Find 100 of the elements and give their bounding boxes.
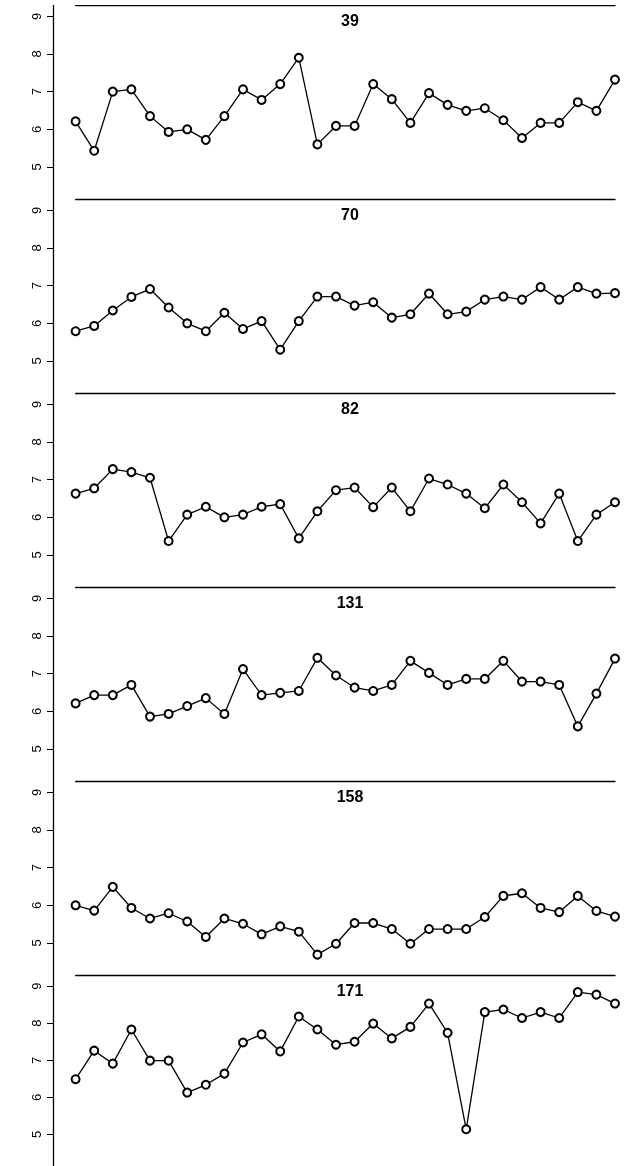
point <box>275 921 286 932</box>
point <box>89 483 100 494</box>
point <box>163 908 174 919</box>
y-tick-label: 8 <box>29 438 44 446</box>
point <box>424 998 434 1009</box>
point <box>107 86 118 97</box>
point <box>572 721 583 732</box>
point <box>442 479 453 490</box>
point <box>126 679 137 690</box>
point <box>163 302 174 313</box>
y-tick-label: 8 <box>29 244 44 252</box>
point <box>554 1013 565 1024</box>
point <box>517 132 527 143</box>
point <box>610 653 620 664</box>
point <box>498 655 509 666</box>
point <box>163 1055 174 1066</box>
chart-title: 158 <box>336 787 364 805</box>
point <box>107 881 118 892</box>
point <box>238 509 248 520</box>
point <box>219 708 230 719</box>
point <box>312 291 323 302</box>
point <box>349 918 360 929</box>
point <box>126 1024 137 1035</box>
y-tick-label: 5 <box>29 551 44 559</box>
point <box>424 288 434 299</box>
point <box>535 117 546 128</box>
y-tick-label: 7 <box>29 282 44 290</box>
y-tick-label: 7 <box>29 88 44 96</box>
y-tick-label: 9 <box>29 400 44 408</box>
point <box>182 916 193 927</box>
point <box>517 1013 527 1024</box>
point <box>368 297 379 308</box>
point <box>145 472 155 483</box>
point <box>145 913 155 924</box>
point <box>312 139 323 150</box>
point <box>610 497 620 508</box>
point <box>386 679 397 690</box>
point <box>498 115 509 126</box>
point <box>145 111 155 122</box>
point <box>256 929 267 940</box>
point <box>535 518 546 529</box>
point <box>312 1024 323 1035</box>
point <box>349 300 360 311</box>
point <box>238 664 248 675</box>
y-tick-label: 8 <box>29 50 44 58</box>
point <box>293 533 304 544</box>
point <box>126 902 137 913</box>
chart-title: 131 <box>336 593 364 611</box>
point <box>461 306 472 317</box>
point <box>554 907 565 918</box>
y-tick-label: 6 <box>29 125 44 133</box>
point <box>126 291 137 302</box>
point <box>498 291 509 302</box>
y-tick-label: 6 <box>29 707 44 715</box>
point <box>293 316 304 327</box>
point <box>535 902 546 913</box>
point <box>126 467 137 478</box>
point <box>200 693 211 704</box>
point <box>424 473 434 484</box>
point <box>200 1079 211 1090</box>
y-tick-label: 7 <box>29 1056 44 1064</box>
point <box>238 84 248 95</box>
point <box>312 506 323 517</box>
point <box>442 309 453 320</box>
point <box>275 344 286 355</box>
point <box>331 670 341 681</box>
point <box>349 1036 360 1047</box>
point <box>517 888 527 899</box>
point <box>591 509 602 520</box>
y-tick-label: 8 <box>29 632 44 640</box>
point <box>386 1033 397 1044</box>
point <box>572 987 583 998</box>
y-tick-label: 5 <box>29 1130 44 1139</box>
point <box>182 1087 193 1098</box>
y-tick-label: 9 <box>29 788 44 796</box>
point <box>572 97 583 108</box>
point <box>70 116 81 127</box>
point <box>610 998 620 1009</box>
point <box>256 690 267 701</box>
point <box>256 1029 267 1040</box>
point <box>70 698 81 709</box>
point <box>479 103 490 114</box>
point <box>368 1018 379 1029</box>
point <box>517 294 527 305</box>
point <box>200 134 211 145</box>
point <box>591 989 602 1000</box>
point <box>89 145 100 156</box>
point <box>572 282 583 293</box>
point <box>442 679 453 690</box>
point <box>200 326 211 337</box>
y-tick-label: 7 <box>29 476 44 484</box>
point <box>610 288 620 299</box>
point <box>331 1039 341 1050</box>
point <box>70 900 81 911</box>
point <box>219 913 230 924</box>
point <box>368 79 379 90</box>
point <box>275 79 286 90</box>
y-tick-label: 8 <box>29 826 44 834</box>
point <box>293 52 304 63</box>
point <box>182 318 193 329</box>
